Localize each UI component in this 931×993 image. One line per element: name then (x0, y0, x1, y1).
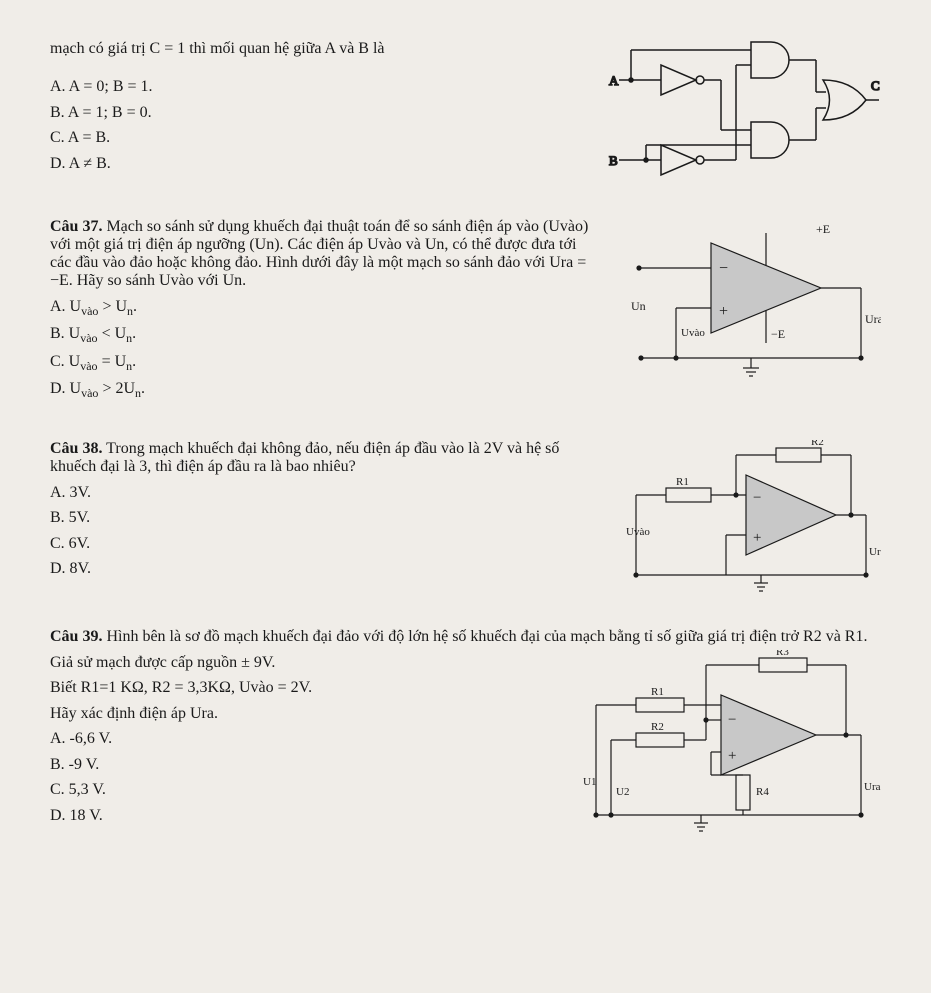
option-a: A. -6,6 V. (50, 726, 541, 752)
label-r2: R2 (811, 440, 824, 448)
option-c: C. A = B. (50, 125, 581, 151)
option-a: A. Uvào > Un. (50, 294, 601, 321)
label-r3: R3 (776, 650, 789, 658)
option-b: B. -9 V. (50, 752, 541, 778)
logic-gate-diagram: A B (601, 40, 881, 190)
option-a: A. A = 0; B = 1. (50, 74, 581, 100)
label-uvao: Uvào (681, 327, 705, 339)
option-d: D. Uvào > 2Un. (50, 376, 601, 403)
label-c: C (871, 78, 880, 93)
opamp-comparator-diagram: − + +E −E Un Uvào (621, 218, 881, 388)
option-d: D. A ≠ B. (50, 151, 581, 177)
label-r2: R2 (651, 721, 664, 733)
svg-text:+: + (719, 303, 728, 320)
title-text: Hình bên là sơ đồ mạch khuếch đại đảo vớ… (102, 628, 867, 645)
question-37: Câu 37. Mạch so sánh sử dụng khuếch đại … (50, 218, 881, 412)
label-ura: Ura (869, 546, 881, 558)
label-u1: U1 (583, 776, 596, 788)
options-list: A. A = 0; B = 1. B. A = 1; B = 0. C. A =… (50, 74, 581, 176)
question-title: Câu 38. Trong mạch khuếch đại không đảo,… (50, 440, 601, 476)
opamp-noninverting-diagram: R2 R1 − + (621, 440, 881, 600)
option-b: B. A = 1; B = 0. (50, 100, 581, 126)
option-c: C. 5,3 V. (50, 777, 541, 803)
svg-text:−: − (753, 490, 761, 506)
label-r4: R4 (756, 786, 769, 798)
title-prefix: Câu 38. (50, 440, 102, 457)
label-uvao: Uvào (626, 526, 650, 538)
label-b: B (609, 153, 618, 168)
question-title: Câu 39. Hình bên là sơ đồ mạch khuếch đạ… (50, 628, 881, 646)
label-u2: U2 (616, 786, 629, 798)
intro-text: mạch có giá trị C = 1 thì mối quan hệ gi… (50, 40, 581, 58)
option-b: B. 5V. (50, 505, 601, 531)
label-r1: R1 (651, 686, 664, 698)
options-list: A. -6,6 V. B. -9 V. C. 5,3 V. D. 18 V. (50, 726, 541, 828)
question-prev: mạch có giá trị C = 1 thì mối quan hệ gi… (50, 40, 881, 190)
label-plus-e: +E (816, 222, 830, 236)
option-b: B. Uvào < Un. (50, 321, 601, 348)
label-un: Un (631, 299, 646, 313)
label-minus-e: −E (771, 327, 785, 341)
option-d: D. 8V. (50, 556, 601, 582)
title-text: Mạch so sánh sử dụng khuếch đại thuật to… (50, 218, 588, 289)
title-prefix: Câu 37. (50, 218, 102, 235)
option-c: C. 6V. (50, 531, 601, 557)
question-title: Câu 37. Mạch so sánh sử dụng khuếch đại … (50, 218, 601, 290)
label-ura: Ura (865, 312, 881, 326)
question-38: Câu 38. Trong mạch khuếch đại không đảo,… (50, 440, 881, 600)
svg-text:+: + (753, 530, 761, 546)
line-2: Giả sử mạch được cấp nguồn ± 9V. (50, 650, 541, 676)
svg-text:+: + (728, 748, 736, 764)
label-ura: Ura (864, 781, 881, 793)
question-39: Câu 39. Hình bên là sơ đồ mạch khuếch đạ… (50, 628, 881, 840)
title-prefix: Câu 39. (50, 628, 102, 645)
line-3: Biết R1=1 KΩ, R2 = 3,3KΩ, Uvào = 2V. (50, 675, 541, 701)
line-4: Hãy xác định điện áp Ura. (50, 701, 541, 727)
svg-text:−: − (728, 712, 736, 728)
title-text: Trong mạch khuếch đại không đảo, nếu điệ… (50, 440, 559, 475)
option-a: A. 3V. (50, 480, 601, 506)
options-list: A. 3V. B. 5V. C. 6V. D. 8V. (50, 480, 601, 582)
opamp-inverting-diagram: R3 R1 R2 (581, 650, 881, 840)
option-c: C. Uvào = Un. (50, 349, 601, 376)
label-a: A (609, 73, 619, 88)
option-d: D. 18 V. (50, 803, 541, 829)
svg-text:−: − (719, 260, 728, 277)
options-list: A. Uvào > Un. B. Uvào < Un. C. Uvào = Un… (50, 294, 601, 404)
label-r1: R1 (676, 476, 689, 488)
